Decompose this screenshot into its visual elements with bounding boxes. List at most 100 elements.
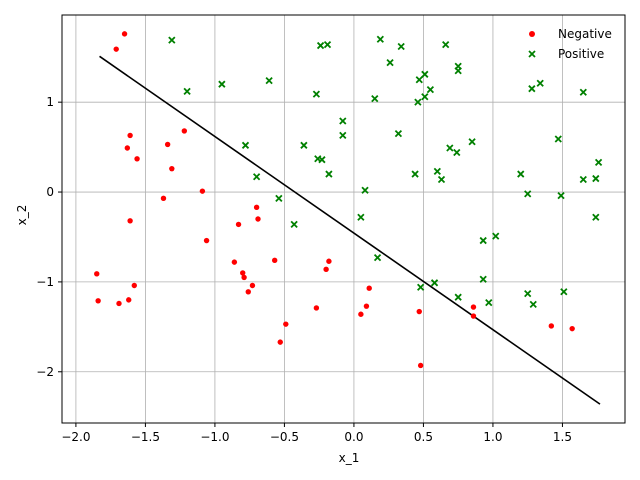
legend-negative-label: Negative [558,27,612,41]
positive-point [421,70,429,78]
negative-point [134,156,140,162]
plot-frame [61,14,626,424]
x-tick-label: −2.0 [61,430,90,444]
positive-point [442,41,450,49]
positive-point [485,298,493,307]
positive-point [437,175,446,184]
negative-point [255,216,261,222]
x-tick-label: 1.0 [483,430,502,444]
legend-positive-x [528,50,536,58]
positive-point [517,170,525,178]
negative-point [548,323,555,329]
decision-boundary-line [99,55,601,405]
positive-point [386,58,394,67]
positive-point [290,220,298,229]
y-axis-ticks: −2 −1 0 1 [36,95,62,379]
negative-point [358,311,364,317]
positive-point [339,117,347,125]
legend-negative-marker [529,31,535,37]
positive-point [524,289,532,298]
negative-point [116,300,122,307]
negative-point [203,237,210,244]
negative-point [131,282,137,289]
positive-point [168,36,176,44]
negative-point [240,270,246,276]
positive-point [592,213,600,221]
negative-point [126,297,132,303]
grid [62,15,625,423]
negative-point [121,31,128,37]
positive-point [430,279,439,287]
negative-point [181,128,188,134]
positive-point [325,170,333,178]
negative-point [235,221,242,228]
negative-point [113,46,119,52]
negative-point [417,362,424,369]
positive-point [323,41,332,49]
negative-point [416,308,422,315]
negative-point [231,259,238,265]
legend-entry-negative: Negative [529,27,612,41]
negative-point [241,274,247,281]
positive-point [265,76,273,85]
positive-point [579,175,587,184]
positive-point [479,275,487,283]
positive-point [554,135,562,143]
x-tick-label: 0.5 [414,430,433,444]
positive-point [529,300,537,309]
positive-point [373,254,382,262]
y-axis-title: x_2 [15,205,29,226]
positive-point [417,283,425,291]
negative-point [470,313,477,319]
negative-point [283,321,289,327]
legend-positive-marker [528,50,536,58]
positive-point [454,293,462,301]
negative-point [199,188,206,194]
positive-point [426,85,435,94]
negative-point [127,132,133,139]
legend-entry-positive: Positive [528,47,604,61]
positive-point [557,191,565,200]
positive-point [218,80,226,88]
positive-point [446,144,454,152]
positive-point [492,232,500,240]
positive-point [433,167,441,176]
negative-point [313,305,320,311]
positive-point [579,88,587,96]
positive-point [371,94,379,103]
positive-point [312,90,321,98]
positive-point [414,98,422,106]
positive-point [592,174,600,183]
positive-point [411,170,419,178]
negative-point [164,141,171,148]
positive-point [528,85,536,93]
positive-point [468,138,476,146]
negative-point [127,218,133,224]
positive-point [376,35,384,43]
negative-point [277,339,283,345]
positive-point [479,236,487,245]
positive-point [415,76,423,84]
x-tick-label: −0.5 [270,430,299,444]
x-axis-title: x_1 [339,451,360,465]
negative-point [326,258,332,264]
positive-point [397,42,405,51]
negative-point [470,304,477,310]
positive-point [183,87,191,96]
negative-point [94,271,100,277]
x-tick-label: 1.5 [553,430,572,444]
positive-point [421,93,429,101]
negative-point [124,145,131,151]
positive-point [594,158,603,167]
y-tick-label: 1 [46,95,54,109]
x-tick-label: −1.0 [200,430,229,444]
negative-point [323,266,329,273]
positive-point [394,129,403,138]
positive-point [357,213,365,221]
negative-point [245,289,251,295]
positive-point [316,41,325,50]
negative-point [253,204,260,211]
negative-point [366,285,372,291]
